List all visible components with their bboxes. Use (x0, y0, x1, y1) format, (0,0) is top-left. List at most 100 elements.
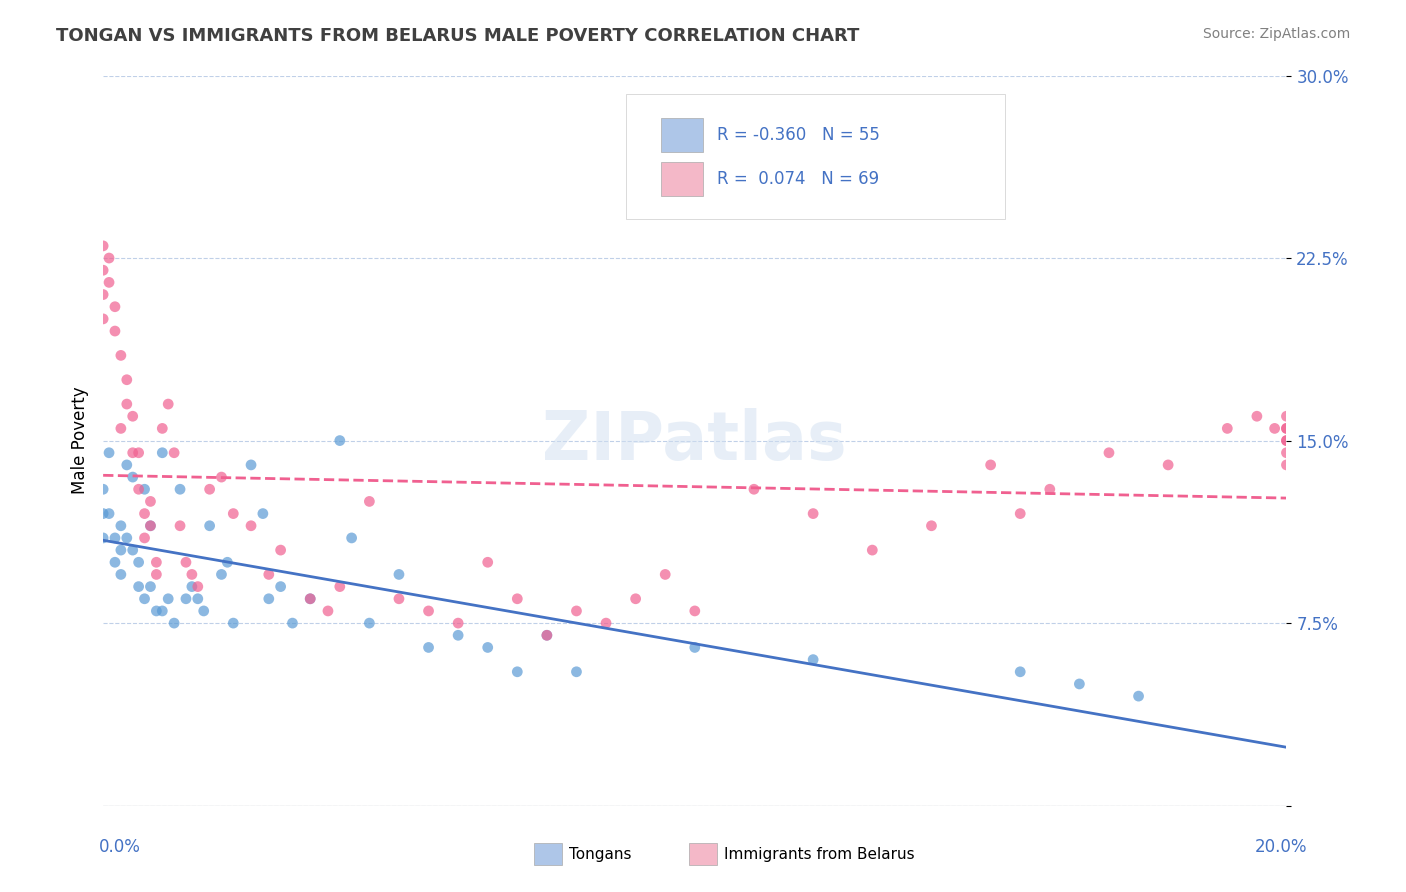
Point (299, 591, 322, 606)
Point (1157, 458, 1180, 472)
Point (418, 604, 440, 618)
Point (257, 567, 280, 582)
Point (91, 239, 114, 253)
Point (329, 434, 352, 448)
Point (104, 324, 127, 338)
Point (150, 446, 173, 460)
Point (115, 373, 138, 387)
Point (920, 518, 942, 533)
Point (1010, 665, 1032, 679)
Point (134, 507, 156, 521)
Point (110, 421, 132, 435)
Text: R =  0.074   N = 69: R = 0.074 N = 69 (717, 170, 879, 188)
Point (1010, 507, 1032, 521)
Point (115, 397, 138, 411)
Point (121, 409, 143, 424)
Point (447, 628, 470, 642)
Point (506, 665, 529, 679)
Point (222, 616, 245, 631)
Point (683, 640, 706, 655)
Point (388, 567, 411, 582)
Point (565, 665, 588, 679)
Point (150, 421, 173, 435)
Point (91, 507, 114, 521)
Point (163, 446, 186, 460)
Point (145, 555, 167, 569)
Point (145, 567, 167, 582)
Point (180, 580, 202, 594)
Point (98, 251, 121, 265)
Point (180, 567, 202, 582)
Point (1128, 689, 1150, 703)
Point (98, 446, 121, 460)
Point (477, 640, 499, 655)
Point (91, 287, 114, 301)
Point (98, 507, 121, 521)
Point (359, 616, 381, 631)
Point (121, 470, 143, 484)
Point (139, 580, 162, 594)
Point (316, 604, 339, 618)
Point (683, 604, 706, 618)
Point (299, 591, 322, 606)
Point (624, 591, 647, 606)
Point (91, 531, 114, 545)
Point (134, 591, 156, 606)
Point (110, 518, 132, 533)
Point (595, 616, 617, 631)
Point (198, 482, 221, 496)
Point (110, 567, 132, 582)
Point (115, 458, 138, 472)
Point (1216, 421, 1239, 435)
Point (91, 312, 114, 326)
Point (193, 604, 215, 618)
Point (240, 518, 263, 533)
Point (359, 494, 381, 508)
Point (91, 482, 114, 496)
Text: ZIPatlas: ZIPatlas (543, 408, 846, 474)
Point (1069, 677, 1091, 691)
Point (477, 555, 499, 569)
Point (121, 543, 143, 558)
Point (270, 580, 292, 594)
Point (1264, 421, 1286, 435)
Point (1275, 458, 1298, 472)
Point (536, 628, 558, 642)
Point (91, 263, 114, 277)
Point (418, 640, 440, 655)
Text: 20.0%: 20.0% (1256, 838, 1308, 856)
Point (121, 446, 143, 460)
Point (801, 507, 824, 521)
Text: R = -0.360   N = 55: R = -0.360 N = 55 (717, 126, 880, 144)
Point (163, 616, 186, 631)
Point (565, 604, 588, 618)
Point (128, 555, 150, 569)
Point (1275, 434, 1298, 448)
Point (1098, 446, 1121, 460)
Point (536, 628, 558, 642)
Point (157, 591, 180, 606)
Point (104, 555, 127, 569)
Point (1275, 434, 1298, 448)
Point (506, 591, 529, 606)
Point (110, 543, 132, 558)
Point (104, 531, 127, 545)
Text: Tongans: Tongans (569, 847, 631, 862)
Point (447, 616, 470, 631)
Point (134, 482, 156, 496)
Point (1246, 409, 1268, 424)
Point (139, 518, 162, 533)
Point (128, 580, 150, 594)
Point (742, 482, 765, 496)
Point (187, 580, 209, 594)
Point (1275, 421, 1298, 435)
Point (252, 507, 274, 521)
Point (174, 591, 197, 606)
Point (115, 531, 138, 545)
Point (217, 555, 239, 569)
Point (98, 276, 121, 290)
Point (169, 518, 191, 533)
Point (139, 518, 162, 533)
Text: Source: ZipAtlas.com: Source: ZipAtlas.com (1202, 27, 1350, 41)
Text: 0.0%: 0.0% (98, 838, 141, 856)
